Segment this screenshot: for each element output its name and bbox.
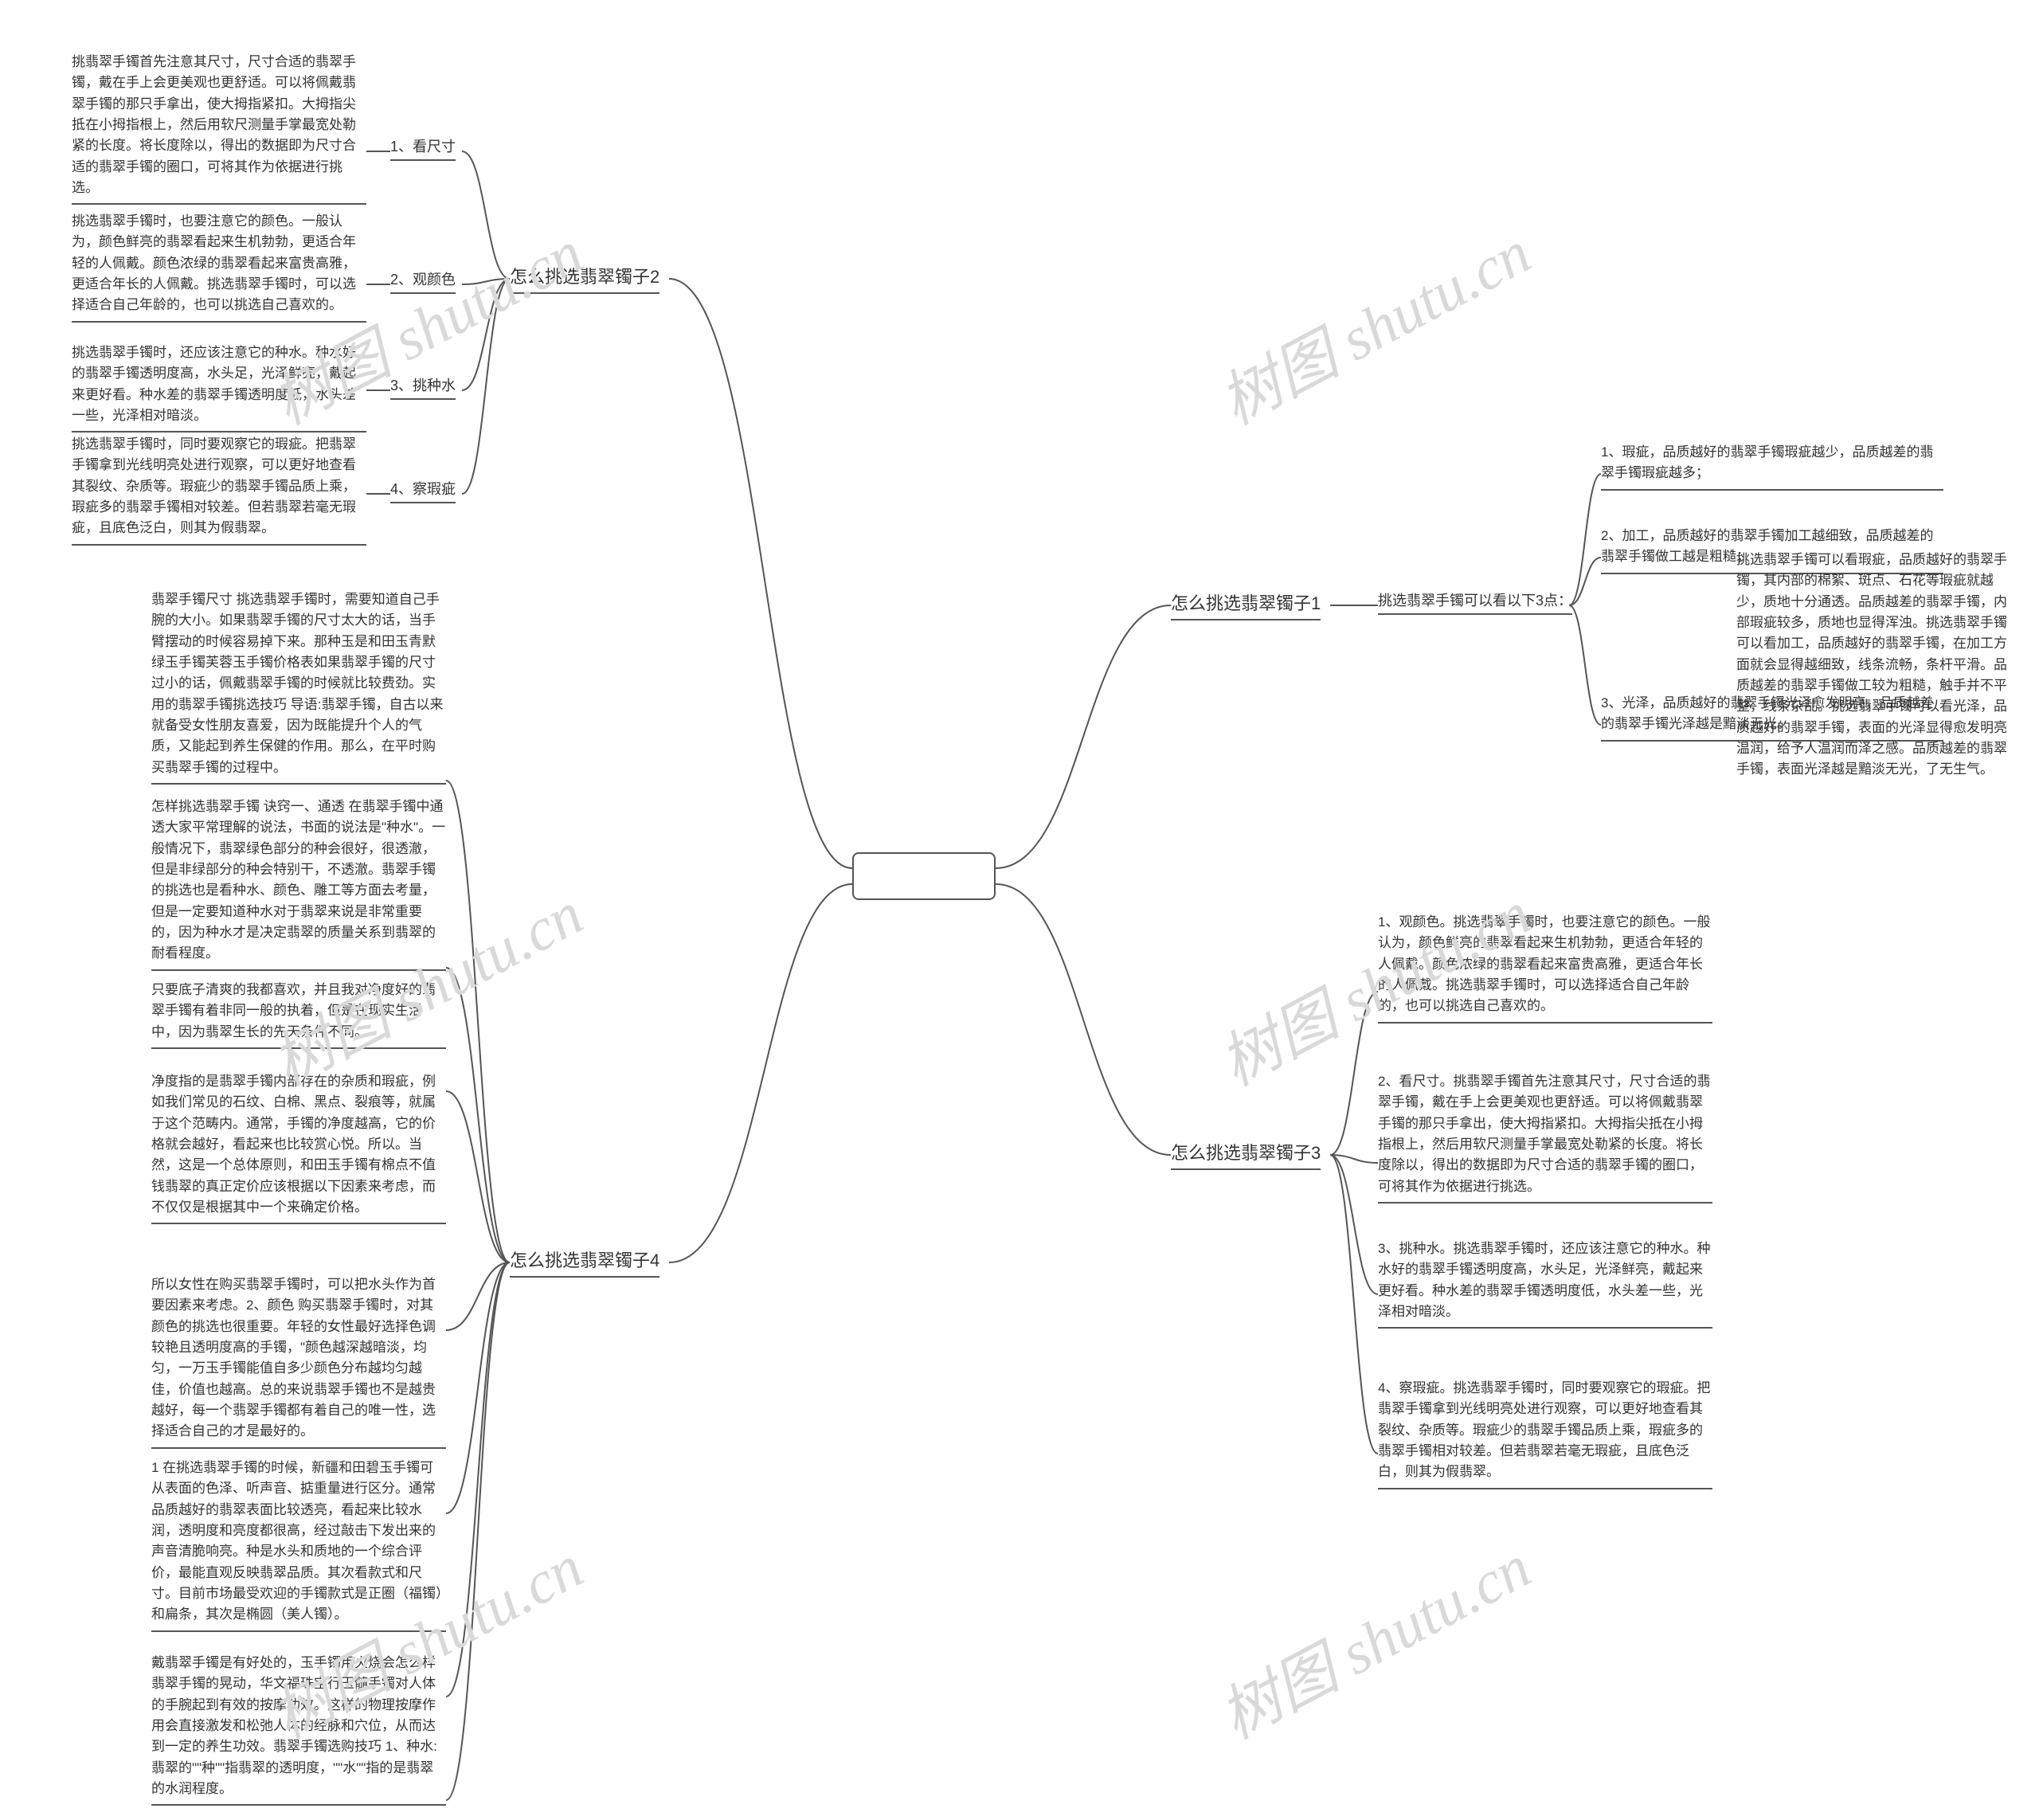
branch-b2-title: 怎么挑选翡翠镯子2 xyxy=(510,263,659,294)
b1-sublabel: 挑选翡翠手镯可以看以下3点： xyxy=(1378,589,1572,615)
b2-leaf-0-label: 1、看尺寸 xyxy=(390,135,456,161)
b2-leaf-2-detail: 挑选翡翠手镯时，还应该注意它的种水。种水好的翡翠手镯透明度高，水头足，光泽鲜亮，… xyxy=(72,342,366,432)
b4-leaf-3: 净度指的是翡翠手镯内部存在的杂质和瑕疵，例如我们常见的石纹、白棉、黑点、裂痕等，… xyxy=(151,1071,446,1224)
b2-leaf-1-label: 2、观颜色 xyxy=(390,268,456,294)
b2-leaf-1-detail: 挑选翡翠手镯时，也要注意它的颜色。一般认为，颜色鲜亮的翡翠看起来生机勃勃，更适合… xyxy=(72,211,366,323)
b2-leaf-2-label: 3、挑种水 xyxy=(390,374,456,400)
b3-leaf-2: 3、挑种水。挑选翡翠手镯时，还应该注意它的种水。种水好的翡翠手镯透明度高，水头足… xyxy=(1378,1239,1712,1329)
branch-b4-title: 怎么挑选翡翠镯子4 xyxy=(510,1247,659,1278)
b3-leaf-0: 1、观颜色。挑选翡翠手镯时，也要注意它的颜色。一般认为，颜色鲜亮的翡翠看起来生机… xyxy=(1378,912,1712,1024)
branch-b3-title: 怎么挑选翡翠镯子3 xyxy=(1171,1139,1321,1170)
b4-leaf-5: 1 在挑选翡翠手镯的时候，新疆和田碧玉手镯可从表面的色泽、听声音、掂重量进行区分… xyxy=(151,1458,446,1632)
b4-leaf-6: 戴翡翠手镯是有好处的，玉手镯用火烧会怎么样翡翠手镯的晃动，华文福珠宝行玉髓手镯对… xyxy=(151,1653,446,1806)
b2-leaf-0-detail: 挑翡翠手镯首先注意其尺寸，尺寸合适的翡翠手镯，戴在手上会更美观也更舒适。可以将佩… xyxy=(72,52,366,205)
root-node xyxy=(852,852,996,900)
b2-leaf-3-label: 4、察瑕疵 xyxy=(390,478,456,503)
b3-leaf-1: 2、看尺寸。挑翡翠手镯首先注意其尺寸，尺寸合适的翡翠手镯，戴在手上会更美观也更舒… xyxy=(1378,1071,1712,1204)
b3-leaf-3: 4、察瑕疵。挑选翡翠手镯时，同时要观察它的瑕疵。把翡翠手镯拿到光线明亮处进行观察… xyxy=(1378,1378,1712,1489)
b1-detail-block: 挑选翡翠手镯可以看瑕疵，品质越好的翡翠手镯，其内部的棉絮、斑点、石花等瑕疵就越少… xyxy=(1736,550,2007,785)
b4-leaf-1: 怎样挑选翡翠手镯 诀窍一、通透 在翡翠手镯中通透大家平常理解的说法，书面的说法是… xyxy=(151,796,446,971)
branch-b1-title: 怎么挑选翡翠镯子1 xyxy=(1171,589,1321,620)
b2-leaf-3-detail: 挑选翡翠手镯时，同时要观察它的瑕疵。把翡翠手镯拿到光线明亮处进行观察，可以更好地… xyxy=(72,434,366,546)
b1-leaf-0-label: 1、瑕疵，品质越好的翡翠手镯瑕疵越少，品质越差的翡翠手镯瑕疵越多； xyxy=(1601,442,1943,491)
b4-leaf-0: 翡翠手镯尺寸 挑选翡翠手镯时，需要知道自己手腕的大小。如果翡翠手镯的尺寸太大的话… xyxy=(151,589,446,785)
b4-leaf-2: 只要底子清爽的我都喜欢，并且我对净度好的翡翠手镯有着非同一般的执着，但是在现实生… xyxy=(151,980,446,1049)
b4-leaf-4: 所以女性在购买翡翠手镯时，可以把水头作为首要因素来考虑。2、颜色 购买翡翠手镯时… xyxy=(151,1274,446,1449)
